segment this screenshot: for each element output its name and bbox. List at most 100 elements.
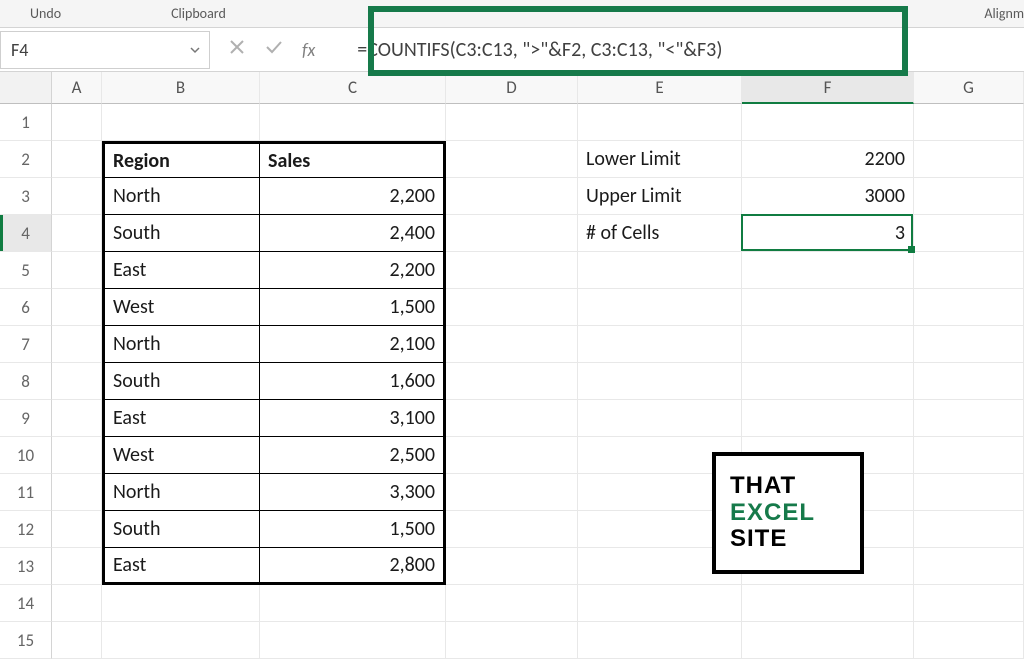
select-all-corner[interactable] <box>0 72 52 104</box>
cell-D7[interactable] <box>446 326 578 363</box>
cell-G10[interactable] <box>914 437 1024 474</box>
cell-C1[interactable] <box>260 104 446 141</box>
cell-A8[interactable] <box>52 363 102 400</box>
row-header-9[interactable]: 9 <box>0 400 52 437</box>
col-header-B[interactable]: B <box>102 72 260 104</box>
cell-D13[interactable] <box>446 548 578 585</box>
cell-D3[interactable] <box>446 178 578 215</box>
cell-D6[interactable] <box>446 289 578 326</box>
cell-F2[interactable]: 2200 <box>742 141 914 178</box>
cell-F5[interactable] <box>742 252 914 289</box>
cell-D8[interactable] <box>446 363 578 400</box>
cell-C11[interactable]: 3,300 <box>260 474 446 511</box>
row-header-15[interactable]: 15 <box>0 622 52 659</box>
col-header-C[interactable]: C <box>260 72 446 104</box>
col-header-E[interactable]: E <box>578 72 742 104</box>
cell-F1[interactable] <box>742 104 914 141</box>
col-header-D[interactable]: D <box>446 72 578 104</box>
cell-A4[interactable] <box>52 215 102 252</box>
cell-B8[interactable]: South <box>102 363 260 400</box>
cancel-icon[interactable] <box>228 38 246 62</box>
cell-E4[interactable]: # of Cells <box>578 215 742 252</box>
row-header-2[interactable]: 2 <box>0 141 52 178</box>
cell-G6[interactable] <box>914 289 1024 326</box>
row-header-3[interactable]: 3 <box>0 178 52 215</box>
cell-C7[interactable]: 2,100 <box>260 326 446 363</box>
cell-G13[interactable] <box>914 548 1024 585</box>
cell-E14[interactable] <box>578 585 742 622</box>
row-header-6[interactable]: 6 <box>0 289 52 326</box>
row-header-13[interactable]: 13 <box>0 548 52 585</box>
cell-G2[interactable] <box>914 141 1024 178</box>
row-header-14[interactable]: 14 <box>0 585 52 622</box>
row-header-10[interactable]: 10 <box>0 437 52 474</box>
cell-C9[interactable]: 3,100 <box>260 400 446 437</box>
cell-C14[interactable] <box>260 585 446 622</box>
cell-C10[interactable]: 2,500 <box>260 437 446 474</box>
cell-E1[interactable] <box>578 104 742 141</box>
cell-B6[interactable]: West <box>102 289 260 326</box>
col-header-A[interactable]: A <box>52 72 102 104</box>
cell-B9[interactable]: East <box>102 400 260 437</box>
cell-G15[interactable] <box>914 622 1024 659</box>
cell-D2[interactable] <box>446 141 578 178</box>
cell-F9[interactable] <box>742 400 914 437</box>
cell-E15[interactable] <box>578 622 742 659</box>
cell-B14[interactable] <box>102 585 260 622</box>
cell-B11[interactable]: North <box>102 474 260 511</box>
cell-B1[interactable] <box>102 104 260 141</box>
col-header-F[interactable]: F <box>742 72 914 104</box>
cell-C13[interactable]: 2,800 <box>260 548 446 585</box>
cell-A5[interactable] <box>52 252 102 289</box>
cell-C15[interactable] <box>260 622 446 659</box>
cell-G7[interactable] <box>914 326 1024 363</box>
row-header-7[interactable]: 7 <box>0 326 52 363</box>
cell-B3[interactable]: North <box>102 178 260 215</box>
cell-B10[interactable]: West <box>102 437 260 474</box>
cell-C8[interactable]: 1,600 <box>260 363 446 400</box>
cell-C12[interactable]: 1,500 <box>260 511 446 548</box>
row-header-1[interactable]: 1 <box>0 104 52 141</box>
row-header-12[interactable]: 12 <box>0 511 52 548</box>
cell-E6[interactable] <box>578 289 742 326</box>
cell-A9[interactable] <box>52 400 102 437</box>
cell-F15[interactable] <box>742 622 914 659</box>
cell-G12[interactable] <box>914 511 1024 548</box>
ribbon-alignment-label[interactable]: Alignm <box>964 5 1024 22</box>
row-header-5[interactable]: 5 <box>0 252 52 289</box>
chevron-down-icon[interactable] <box>189 39 201 61</box>
cell-D11[interactable] <box>446 474 578 511</box>
cell-D12[interactable] <box>446 511 578 548</box>
cell-B12[interactable]: South <box>102 511 260 548</box>
cell-F7[interactable] <box>742 326 914 363</box>
col-header-G[interactable]: G <box>914 72 1024 104</box>
cell-C4[interactable]: 2,400 <box>260 215 446 252</box>
cell-G5[interactable] <box>914 252 1024 289</box>
cell-B13[interactable]: East <box>102 548 260 585</box>
cell-B5[interactable]: East <box>102 252 260 289</box>
cell-B2[interactable]: Region <box>102 141 260 178</box>
row-header-4[interactable]: 4 <box>0 215 52 252</box>
cell-F6[interactable] <box>742 289 914 326</box>
cell-E2[interactable]: Lower Limit <box>578 141 742 178</box>
cell-A15[interactable] <box>52 622 102 659</box>
checkmark-icon[interactable] <box>264 38 284 62</box>
cell-A12[interactable] <box>52 511 102 548</box>
cell-C3[interactable]: 2,200 <box>260 178 446 215</box>
cell-F14[interactable] <box>742 585 914 622</box>
cell-D9[interactable] <box>446 400 578 437</box>
cell-A13[interactable] <box>52 548 102 585</box>
cell-A2[interactable] <box>52 141 102 178</box>
cell-A10[interactable] <box>52 437 102 474</box>
cell-F4[interactable]: 3 <box>742 215 914 252</box>
cell-B15[interactable] <box>102 622 260 659</box>
cell-A1[interactable] <box>52 104 102 141</box>
cell-F8[interactable] <box>742 363 914 400</box>
cell-E7[interactable] <box>578 326 742 363</box>
name-box[interactable]: F4 <box>0 31 210 69</box>
cell-D10[interactable] <box>446 437 578 474</box>
cell-D5[interactable] <box>446 252 578 289</box>
cell-G4[interactable] <box>914 215 1024 252</box>
cell-E8[interactable] <box>578 363 742 400</box>
cell-G11[interactable] <box>914 474 1024 511</box>
